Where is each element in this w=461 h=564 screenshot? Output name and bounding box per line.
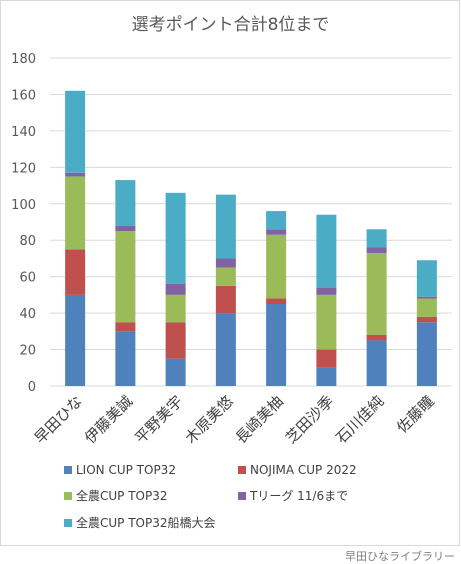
bar-segment xyxy=(115,322,136,332)
y-tick-label: 40 xyxy=(19,307,36,322)
y-tick-label: 180 xyxy=(11,52,36,67)
bar-segment xyxy=(416,260,437,297)
bar-segment xyxy=(416,298,437,317)
x-category-label: 石川佳純 xyxy=(332,392,387,447)
bar-segment xyxy=(165,294,186,323)
chart-title: 選考ポイント合計8位まで xyxy=(131,15,330,35)
bar-segment xyxy=(266,298,287,304)
y-tick-label: 0 xyxy=(28,380,36,395)
legend-swatch xyxy=(64,466,72,474)
x-category-label: 佐藤瞳 xyxy=(393,392,438,437)
y-tick-label: 20 xyxy=(19,344,36,359)
bar-segment xyxy=(165,192,186,284)
bar-segment xyxy=(65,90,86,173)
bar-segment xyxy=(366,252,387,335)
bar-segment xyxy=(316,287,337,295)
legend-label: 全農CUP TOP32船橋大会 xyxy=(76,515,216,530)
bar-segment xyxy=(366,247,387,253)
x-category-label: 長崎美柚 xyxy=(232,392,287,447)
credit-text: 早田ひなライブラリー xyxy=(345,550,455,563)
bar-segment xyxy=(416,316,437,323)
x-category-label: 木原美悠 xyxy=(182,392,237,447)
legend-label: Tリーグ 11/6まで xyxy=(249,489,348,503)
legend-label: LION CUP TOP32 xyxy=(76,463,176,477)
bar-segment xyxy=(115,331,136,386)
bar-segment xyxy=(266,229,287,235)
bar-segment xyxy=(266,234,287,299)
legend-label: NOJIMA CUP 2022 xyxy=(250,463,357,477)
legend-swatch xyxy=(64,519,72,527)
bar-segment xyxy=(416,322,437,386)
bar-segment xyxy=(215,285,236,314)
bar-segment xyxy=(215,258,236,268)
bar-segment xyxy=(266,304,287,386)
legend-swatch xyxy=(238,466,246,474)
x-category-label: 芝田沙季 xyxy=(282,392,337,447)
bar-segment xyxy=(316,367,337,386)
bar-segment xyxy=(366,334,387,341)
bar-segment xyxy=(316,214,337,288)
legend-label: 全農CUP TOP32 xyxy=(76,488,168,503)
bar-segment xyxy=(115,231,136,323)
bar-segment xyxy=(165,358,186,386)
x-category-label: 伊藤美誠 xyxy=(81,392,136,447)
y-tick-label: 120 xyxy=(11,161,36,176)
bar-segment xyxy=(316,349,337,368)
y-tick-label: 140 xyxy=(11,125,36,140)
bar-segment xyxy=(366,340,387,386)
bar-segment xyxy=(215,313,236,386)
bar-segment xyxy=(65,294,86,386)
bar-segment xyxy=(65,176,86,250)
x-category-label: 早田ひな xyxy=(31,392,86,447)
bar-segment xyxy=(316,294,337,350)
y-tick-label: 160 xyxy=(11,88,36,103)
legend-swatch xyxy=(238,492,246,500)
bar-segment xyxy=(215,267,236,286)
bar-segment xyxy=(165,322,186,359)
bar-segment xyxy=(115,180,136,226)
stacked-bar-chart: 0 20 40 60 80 100 120 140 160 180 早田ひな伊藤美誠平野美宇木原美悠… xyxy=(11,52,452,530)
bar-segment xyxy=(65,172,86,177)
y-tick-label: 100 xyxy=(11,198,36,213)
bar-segment xyxy=(266,211,287,230)
y-tick-label: 80 xyxy=(19,234,36,249)
x-category-label: 平野美宇 xyxy=(131,392,186,447)
bar-segment xyxy=(366,229,387,248)
bar-segment xyxy=(65,249,86,295)
bar-segment xyxy=(165,283,186,295)
legend-swatch xyxy=(64,492,72,500)
bar-segment xyxy=(215,194,236,259)
y-tick-label: 60 xyxy=(19,271,36,286)
bar-segment xyxy=(115,225,136,232)
bar-segment xyxy=(416,296,437,299)
